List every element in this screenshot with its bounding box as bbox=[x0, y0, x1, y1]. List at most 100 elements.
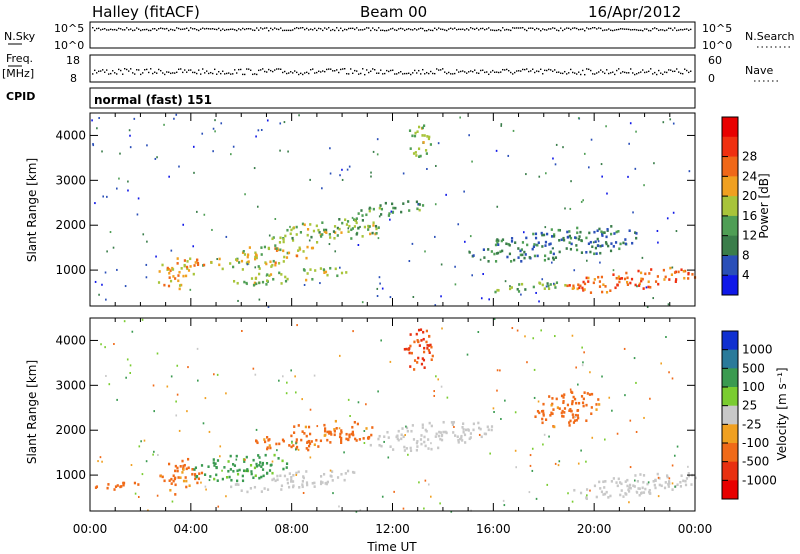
range-cell bbox=[635, 232, 638, 235]
range-cell bbox=[378, 443, 381, 447]
freq-point bbox=[348, 73, 350, 75]
range-cell bbox=[638, 282, 641, 286]
range-cell bbox=[440, 385, 443, 388]
range-cell bbox=[225, 235, 228, 238]
range-cell bbox=[581, 346, 583, 349]
range-cell bbox=[129, 371, 132, 374]
range-cell bbox=[152, 453, 154, 456]
range-cell bbox=[309, 408, 312, 411]
freq-point bbox=[546, 69, 548, 72]
nsearch-label: N.Search bbox=[745, 30, 795, 43]
velocity-colorbar-label: Velocity [m s⁻¹] bbox=[775, 367, 789, 460]
range-cell bbox=[529, 464, 532, 467]
nsky-point bbox=[168, 29, 170, 32]
range-cell bbox=[581, 286, 584, 290]
range-cell bbox=[596, 237, 599, 241]
range-cell bbox=[276, 478, 279, 482]
nsky-point bbox=[600, 27, 602, 30]
nsky-point bbox=[380, 29, 382, 32]
range-cell bbox=[292, 485, 295, 489]
nsky-point bbox=[570, 28, 572, 31]
range-cell bbox=[170, 482, 173, 485]
range-cell bbox=[560, 394, 564, 398]
range-cell bbox=[176, 364, 179, 367]
freq-point bbox=[500, 71, 502, 73]
range-cell bbox=[376, 138, 379, 141]
freq-point bbox=[358, 73, 360, 75]
freq-point bbox=[178, 68, 180, 71]
nsky-point bbox=[146, 28, 148, 31]
range-cell bbox=[254, 474, 257, 478]
freq-point bbox=[478, 72, 480, 75]
range-cell bbox=[434, 203, 437, 206]
range-cell bbox=[600, 163, 603, 166]
range-cell bbox=[96, 127, 98, 130]
range-cell bbox=[230, 153, 232, 156]
nsky-point bbox=[616, 28, 618, 31]
range-cell bbox=[340, 429, 343, 432]
range-cell bbox=[384, 201, 387, 205]
range-cell bbox=[299, 231, 303, 234]
range-cell bbox=[641, 277, 644, 281]
range-cell bbox=[495, 149, 498, 152]
range-cell bbox=[566, 284, 569, 288]
range-cell bbox=[574, 413, 577, 417]
range-cell bbox=[620, 277, 624, 280]
range-cell bbox=[169, 279, 173, 283]
freq-point bbox=[422, 68, 424, 71]
freq-point bbox=[294, 70, 296, 72]
range-cell bbox=[493, 252, 496, 256]
nsky-point bbox=[636, 29, 638, 31]
range-cell bbox=[236, 472, 240, 476]
nsky-point bbox=[680, 28, 682, 31]
range-cell bbox=[298, 246, 301, 250]
freq-point bbox=[122, 73, 124, 75]
nsky-point bbox=[492, 29, 494, 31]
range-cell bbox=[336, 234, 339, 237]
nsky-point bbox=[574, 27, 576, 29]
range-cell bbox=[542, 443, 544, 446]
nave-tick-bottom: 0 bbox=[708, 72, 715, 85]
range-cell bbox=[505, 242, 508, 246]
nsky-point bbox=[628, 28, 630, 31]
range-cell bbox=[283, 121, 286, 124]
range-cell bbox=[179, 465, 182, 468]
range-cell bbox=[569, 247, 573, 251]
nsky-point bbox=[482, 27, 484, 30]
range-cell bbox=[501, 249, 504, 253]
range-cell bbox=[553, 283, 556, 287]
range-cell bbox=[579, 491, 583, 495]
range-cell bbox=[420, 339, 423, 342]
range-cell bbox=[157, 281, 161, 284]
y-tick-label: 3000 bbox=[55, 173, 86, 187]
nsky-point bbox=[414, 28, 416, 30]
range-cell bbox=[462, 428, 465, 431]
range-cell bbox=[189, 265, 192, 268]
range-cell bbox=[196, 263, 200, 267]
range-cell bbox=[217, 505, 220, 508]
nsky-point bbox=[182, 28, 184, 30]
range-cell bbox=[552, 247, 554, 250]
range-cell bbox=[175, 400, 177, 403]
range-cell bbox=[285, 256, 289, 259]
range-cell bbox=[554, 256, 558, 259]
nsky-point bbox=[498, 29, 500, 31]
range-cell bbox=[359, 509, 362, 512]
range-cell bbox=[244, 458, 246, 461]
freq-point bbox=[166, 71, 168, 73]
range-cell bbox=[601, 290, 604, 294]
range-cell bbox=[369, 207, 372, 210]
freq-point bbox=[486, 71, 488, 73]
freq-point bbox=[482, 69, 484, 71]
range-cell bbox=[268, 469, 272, 472]
range-cell bbox=[635, 381, 637, 384]
nsky-point bbox=[532, 27, 534, 30]
range-cell bbox=[254, 266, 257, 269]
freq-point bbox=[334, 70, 336, 72]
range-cell bbox=[464, 441, 467, 444]
range-cell bbox=[460, 436, 463, 439]
range-cell bbox=[357, 244, 360, 247]
freq-point bbox=[296, 71, 298, 74]
nsky-point bbox=[652, 28, 654, 30]
